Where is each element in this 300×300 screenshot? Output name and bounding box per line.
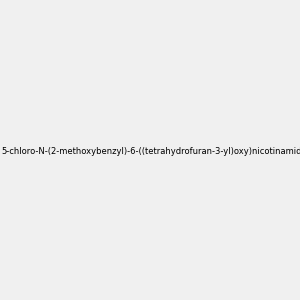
Text: 5-chloro-N-(2-methoxybenzyl)-6-((tetrahydrofuran-3-yl)oxy)nicotinamide: 5-chloro-N-(2-methoxybenzyl)-6-((tetrahy…: [1, 147, 300, 156]
